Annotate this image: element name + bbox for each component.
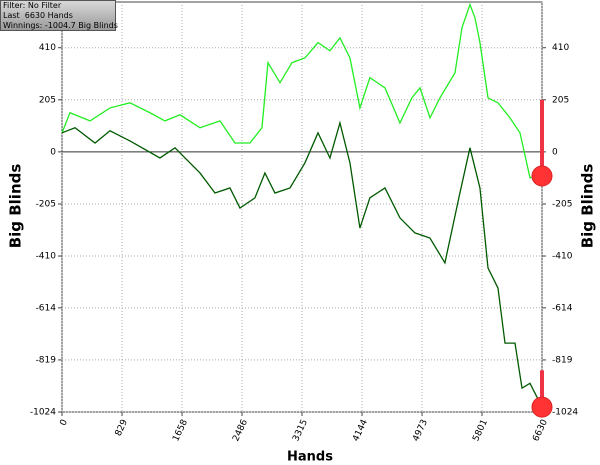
y-tick-label: 0: [50, 147, 56, 157]
y-tick-label: 410: [39, 43, 56, 53]
filter-text: Filter: No Filter: [3, 1, 62, 10]
x-tick-label: 1658: [171, 418, 190, 443]
x-tick-label: 4144: [351, 418, 370, 443]
x-tick-label: 4973: [411, 418, 430, 443]
end-marker: [531, 165, 553, 187]
y-tick-label-right: -614: [552, 303, 573, 313]
y-axis-label-right: Big Blinds: [579, 164, 597, 249]
x-tick-label: 2486: [231, 418, 250, 443]
x-axis-label: Hands: [287, 450, 333, 465]
x-tick-label: 3315: [291, 418, 310, 443]
series-line: [61, 2, 543, 179]
y-tick-label-right: 205: [552, 95, 569, 105]
end-marker: [531, 396, 553, 418]
y-tick-label-right: -819: [552, 355, 573, 365]
y-tick-label: -1024: [30, 408, 56, 418]
y-tick-label-right: -205: [552, 199, 572, 209]
y-tick-label-right: -1024: [552, 408, 578, 418]
x-tick-label: 829: [114, 418, 130, 438]
info-box: Filter: No Filter Last 6630 Hands Winnin…: [0, 0, 118, 31]
y-axis-label: Big Blinds: [7, 164, 25, 249]
x-tick-label: 6630: [531, 418, 550, 443]
y-tick-label: -205: [36, 199, 56, 209]
y-tick-label: -819: [36, 355, 57, 365]
hands-text: Last 6630 Hands: [3, 11, 73, 20]
y-tick-label-right: -410: [552, 252, 573, 262]
y-tick-label-right: 0: [552, 147, 558, 157]
y-tick-label: -410: [36, 252, 57, 262]
y-tick-label: 205: [39, 95, 56, 105]
series-line: [61, 120, 543, 408]
y-tick-label-right: 410: [552, 43, 569, 53]
x-tick-label: 5801: [471, 418, 490, 443]
y-tick-label: -614: [36, 303, 57, 313]
x-tick-label: 0: [58, 418, 70, 428]
winnings-text: Winnings: -1004.7 Big Blinds: [3, 21, 118, 30]
